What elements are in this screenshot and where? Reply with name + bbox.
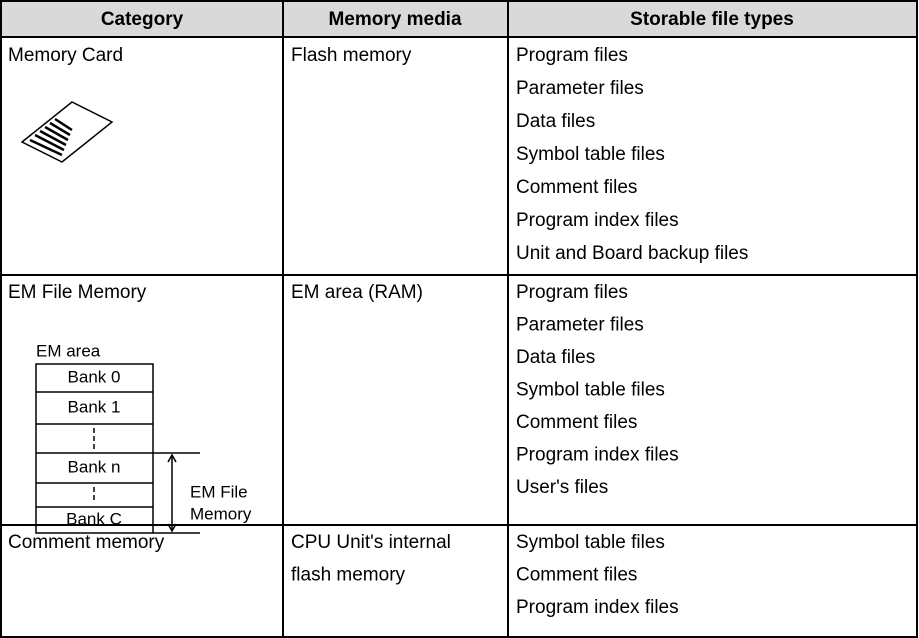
bank-label: Bank C: [66, 509, 122, 528]
file-type: Program files: [516, 282, 628, 303]
category: EM File Memory: [8, 282, 147, 303]
bank-label: Bank 0: [68, 367, 121, 386]
file-type: Symbol table files: [516, 380, 665, 401]
bank-label: Bank n: [68, 457, 121, 476]
memory-media: CPU Unit's internal: [291, 532, 451, 553]
file-type: Comment files: [516, 565, 637, 586]
file-type: Symbol table files: [516, 144, 665, 165]
memory-media: flash memory: [291, 565, 406, 586]
bank-stack: [35, 363, 154, 534]
file-type: Parameter files: [516, 315, 644, 336]
file-type: Parameter files: [516, 78, 644, 99]
file-type: Data files: [516, 111, 595, 132]
diagram-title: EM area: [36, 341, 101, 360]
file-type: Comment files: [516, 177, 637, 198]
bracket-label: Memory: [190, 504, 252, 523]
file-type: Comment files: [516, 412, 637, 433]
file-type: Data files: [516, 347, 595, 368]
file-type: Program index files: [516, 445, 679, 466]
file-type: User's files: [516, 477, 608, 498]
category: Memory Card: [8, 45, 123, 66]
header-cell: Category: [101, 9, 184, 30]
file-type: Unit and Board backup files: [516, 243, 748, 264]
category: Comment memory: [8, 532, 165, 553]
em-diagram: [35, 363, 200, 534]
header-cell: Storable file types: [630, 9, 794, 30]
file-type: Program index files: [516, 597, 679, 618]
memory-media: EM area (RAM): [291, 282, 423, 303]
memory-media: Flash memory: [291, 45, 412, 66]
file-type: Symbol table files: [516, 532, 665, 553]
file-type: Program files: [516, 45, 628, 66]
header-cell: Memory media: [328, 9, 461, 30]
bracket-label: EM File: [190, 482, 248, 501]
bank-label: Bank 1: [68, 397, 121, 416]
memory-card-icon: [20, 101, 114, 163]
file-type: Program index files: [516, 210, 679, 231]
header-background: [1, 1, 917, 37]
